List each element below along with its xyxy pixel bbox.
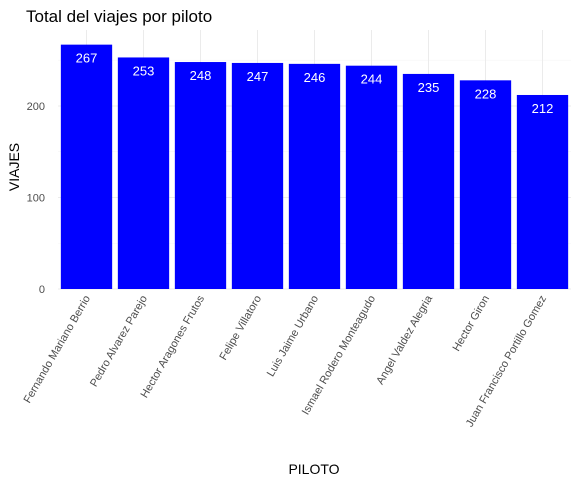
bar [231, 62, 284, 290]
bar [402, 73, 455, 290]
x-tick-label: Luis Jaime Urbano [265, 294, 321, 379]
bar [345, 65, 398, 289]
data-labels: 267 253 248 247 246 244 235 228 212 [76, 51, 554, 116]
bar-value-label: 244 [361, 72, 383, 87]
bar-value-label: 228 [475, 86, 497, 101]
bar-value-label: 253 [133, 63, 155, 78]
bar [174, 62, 227, 290]
bar [288, 63, 341, 290]
bar [60, 44, 113, 289]
x-tick-label: Felipe Villatoro [217, 294, 264, 363]
bar-value-label: 247 [247, 69, 269, 84]
x-tick-label: Hector Giron [451, 294, 493, 354]
x-tick-label: Fernando Mariano Berrio [22, 294, 94, 406]
bar-value-label: 267 [76, 51, 98, 66]
bar [459, 80, 512, 289]
bar-value-label: 235 [418, 80, 440, 95]
bar-value-label: 248 [190, 68, 212, 83]
y-axis-ticks: 0 100 200 [27, 101, 45, 296]
y-tick-label: 200 [27, 101, 45, 113]
y-tick-label: 100 [27, 192, 45, 204]
bar-value-label: 212 [532, 101, 554, 116]
x-axis-title: PILOTO [288, 461, 339, 477]
x-tick-label: Angel Valdez Alegria [374, 293, 435, 387]
x-tick-label: Hector Aragones Frutos [139, 293, 208, 400]
chart-title: Total del viajes por piloto [26, 7, 212, 26]
y-tick-label: 0 [39, 284, 45, 296]
bar-value-label: 246 [304, 70, 326, 85]
y-axis-title: VIAJES [6, 143, 22, 191]
bar [117, 57, 170, 290]
x-tick-label: Pedro Alvarez Parejo [88, 294, 150, 389]
bar [516, 94, 569, 290]
bars [60, 44, 569, 290]
